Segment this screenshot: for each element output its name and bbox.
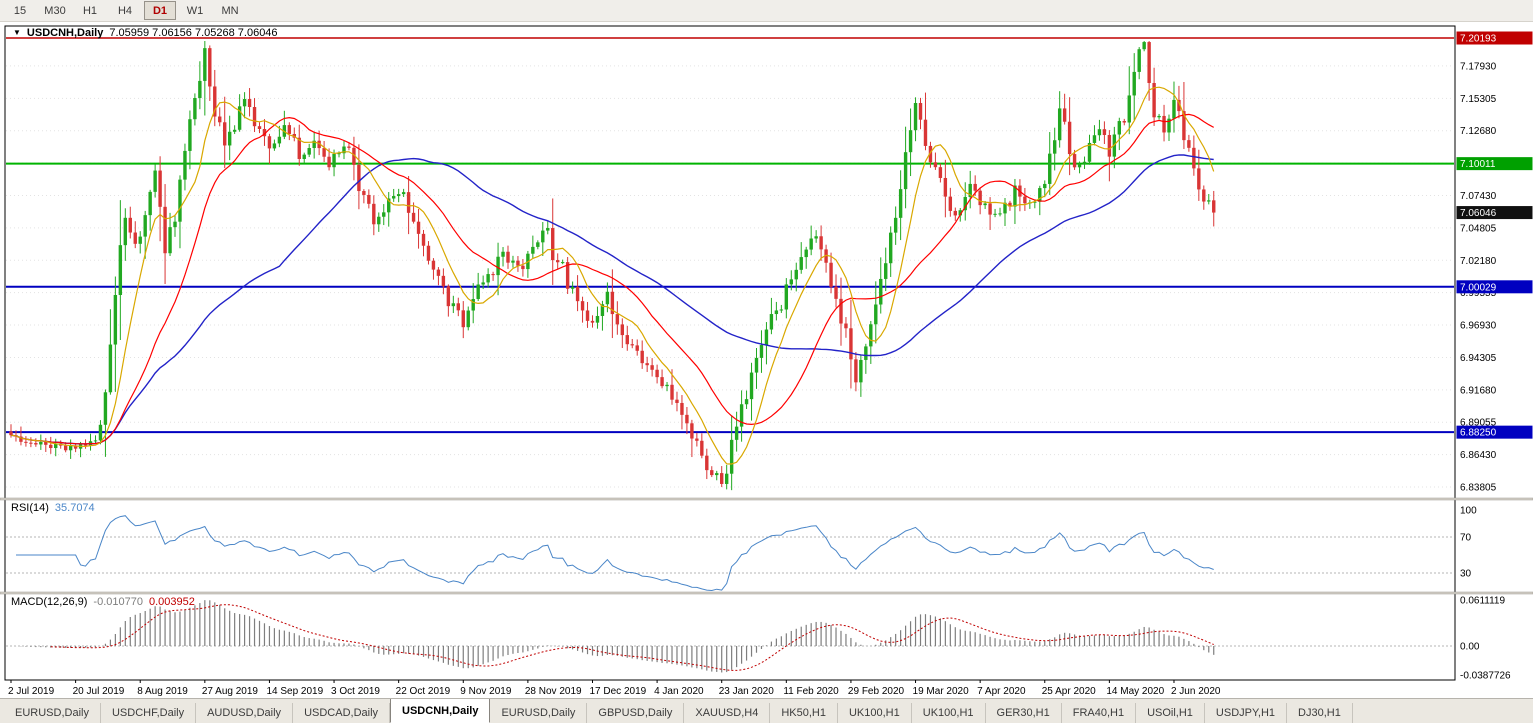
- svg-text:6.96930: 6.96930: [1460, 321, 1497, 332]
- horizontal-level-lines: [6, 37, 1454, 434]
- chart-tab-audusd-daily-2[interactable]: AUDUSD,Daily: [196, 703, 294, 723]
- chart-window: 7.179307.153057.126807.100557.074307.048…: [0, 22, 1533, 698]
- pane-separator[interactable]: [0, 497, 1533, 501]
- candles-series: [9, 41, 1216, 491]
- price-badge: [1456, 206, 1533, 220]
- chart-symbol-label: USDCNH,Daily: [26, 27, 104, 39]
- svg-text:28 Nov 2019: 28 Nov 2019: [525, 686, 582, 697]
- svg-text:7.17930: 7.17930: [1460, 61, 1497, 72]
- moving-averages: [10, 86, 1215, 465]
- rsi-pane: [6, 515, 1454, 591]
- price-badge: [1456, 425, 1533, 439]
- macd-signal-value: 0.003952: [148, 596, 195, 608]
- main-chart-title: ▼ USDCNH,Daily 7.05959 7.06156 7.05268 7…: [13, 27, 278, 39]
- svg-text:6.83805: 6.83805: [1460, 483, 1497, 494]
- chart-tab-eurusd-daily-5[interactable]: EURUSD,Daily: [490, 703, 588, 723]
- price-badge: [1456, 31, 1533, 45]
- chart-tab-eurusd-daily-0[interactable]: EURUSD,Daily: [4, 703, 101, 723]
- chart-frame: [4, 25, 1456, 681]
- svg-text:7.04805: 7.04805: [1460, 223, 1497, 234]
- pane-separator[interactable]: [0, 591, 1533, 595]
- svg-text:7.00029: 7.00029: [1460, 282, 1497, 293]
- timeframe-toolbar: 15 M30 H1 H4 D1 W1 MN: [0, 0, 1533, 22]
- timeframe-button-15[interactable]: 15: [13, 4, 27, 17]
- svg-text:6.94305: 6.94305: [1460, 353, 1497, 364]
- chart-tab-hk50-h1-8[interactable]: HK50,H1: [770, 703, 838, 723]
- svg-text:7.20193: 7.20193: [1460, 34, 1497, 45]
- price-badge: [1456, 157, 1533, 171]
- macd-label: MACD(12,26,9): [11, 596, 88, 608]
- svg-text:23 Jan 2020: 23 Jan 2020: [719, 686, 774, 697]
- svg-text:7.02180: 7.02180: [1460, 256, 1497, 267]
- svg-text:70: 70: [1460, 533, 1472, 544]
- macd-main-value: -0.010770: [93, 596, 143, 608]
- svg-text:6.99555: 6.99555: [1460, 288, 1497, 299]
- chart-tab-gbpusd-daily-6[interactable]: GBPUSD,Daily: [587, 703, 685, 723]
- time-axis[interactable]: 2 Jul 2019 20 Jul 2019 8 Aug 2019 27 Aug 20…: [8, 680, 1221, 697]
- chart-tab-usoil-h1-13[interactable]: USOil,H1: [1136, 703, 1205, 723]
- rsi-value: 35.7074: [54, 502, 95, 514]
- svg-text:20 Jul 2019: 20 Jul 2019: [73, 686, 125, 697]
- timeframe-button-h1[interactable]: H1: [82, 4, 98, 17]
- svg-text:9 Nov 2019: 9 Nov 2019: [460, 686, 512, 697]
- timeframe-button-h4[interactable]: H4: [117, 4, 133, 17]
- svg-text:14 Sep 2019: 14 Sep 2019: [266, 686, 323, 697]
- svg-text:7.07430: 7.07430: [1460, 191, 1497, 202]
- svg-text:8 Aug 2019: 8 Aug 2019: [137, 686, 188, 697]
- chart-tab-fra40-h1-12[interactable]: FRA40,H1: [1062, 703, 1137, 723]
- chart-tab-uk100-h1-10[interactable]: UK100,H1: [912, 703, 986, 723]
- svg-text:7.10011: 7.10011: [1460, 159, 1496, 170]
- chart-ohlc-values: 7.05959 7.06156 7.05268 7.06046: [109, 27, 278, 39]
- svg-text:6.89055: 6.89055: [1460, 418, 1497, 429]
- svg-text:4 Jan 2020: 4 Jan 2020: [654, 686, 704, 697]
- rsi-label: RSI(14): [11, 502, 49, 514]
- timeframe-button-w1[interactable]: W1: [186, 4, 204, 17]
- chart-tab-usdcnh-daily-4[interactable]: USDCNH,Daily: [390, 699, 491, 723]
- chart-dropdown-icon[interactable]: ▼: [13, 28, 21, 37]
- chart-tab-usdcad-daily-3[interactable]: USDCAD,Daily: [293, 703, 391, 723]
- svg-text:7.15305: 7.15305: [1460, 94, 1497, 105]
- chart-tab-usdchf-daily-1[interactable]: USDCHF,Daily: [101, 703, 197, 723]
- chart-tab-uk100-h1-9[interactable]: UK100,H1: [838, 703, 912, 723]
- svg-text:25 Apr 2020: 25 Apr 2020: [1042, 686, 1096, 697]
- svg-text:2 Jun 2020: 2 Jun 2020: [1171, 686, 1221, 697]
- svg-text:6.88250: 6.88250: [1460, 428, 1497, 439]
- timeframe-button-m30[interactable]: M30: [44, 4, 66, 17]
- svg-text:17 Dec 2019: 17 Dec 2019: [589, 686, 646, 697]
- svg-text:30: 30: [1460, 569, 1472, 580]
- svg-text:3 Oct 2019: 3 Oct 2019: [331, 686, 380, 697]
- macd-title: MACD(12,26,9) -0.010770 0.003952: [11, 596, 195, 608]
- timeframe-button-mn[interactable]: MN: [221, 4, 239, 17]
- svg-text:6.91680: 6.91680: [1460, 385, 1497, 396]
- macd-histogram: [15, 600, 1215, 673]
- svg-text:7.12680: 7.12680: [1460, 126, 1497, 137]
- timeframe-button-d1[interactable]: D1: [144, 1, 176, 20]
- svg-text:2 Jul 2019: 2 Jul 2019: [8, 686, 55, 697]
- svg-text:-0.0387726: -0.0387726: [1460, 671, 1511, 682]
- rsi-title: RSI(14) 35.7074: [11, 502, 95, 514]
- svg-text:19 Mar 2020: 19 Mar 2020: [913, 686, 970, 697]
- svg-text:27 Aug 2019: 27 Aug 2019: [202, 686, 259, 697]
- svg-text:0.00: 0.00: [1460, 642, 1480, 653]
- svg-text:7.06046: 7.06046: [1460, 208, 1497, 219]
- svg-text:11 Feb 2020: 11 Feb 2020: [783, 686, 839, 697]
- macd-pane: [6, 600, 1454, 673]
- svg-text:29 Feb 2020: 29 Feb 2020: [848, 686, 905, 697]
- chart-canvas[interactable]: 7.179307.153057.126807.100557.074307.048…: [0, 22, 1533, 698]
- svg-text:14 May 2020: 14 May 2020: [1106, 686, 1164, 697]
- svg-text:0.0611119: 0.0611119: [1460, 595, 1505, 606]
- svg-text:7 Apr 2020: 7 Apr 2020: [977, 686, 1026, 697]
- svg-text:6.86430: 6.86430: [1460, 450, 1497, 461]
- chart-tab-usdjpy-h1-14[interactable]: USDJPY,H1: [1205, 703, 1288, 723]
- svg-text:100: 100: [1460, 506, 1477, 517]
- chart-tabs: EURUSD,Daily USDCHF,Daily AUDUSD,Daily USDC…: [0, 698, 1533, 723]
- svg-text:22 Oct 2019: 22 Oct 2019: [396, 686, 451, 697]
- price-axis[interactable]: 7.179307.153057.126807.100557.074307.048…: [1456, 31, 1533, 682]
- price-badge: [1456, 280, 1533, 294]
- chart-tab-ger30-h1-11[interactable]: GER30,H1: [986, 703, 1062, 723]
- chart-tab-xauusd-h4-7[interactable]: XAUUSD,H4: [684, 703, 771, 723]
- chart-tab-dj30-h1-15[interactable]: DJ30,H1: [1287, 703, 1353, 723]
